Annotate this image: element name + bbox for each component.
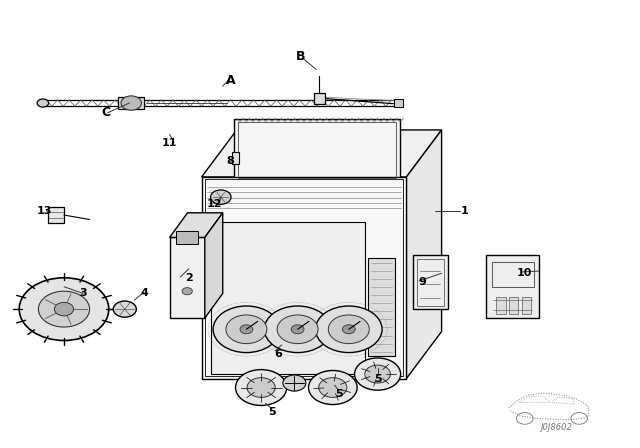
Circle shape: [342, 325, 355, 334]
Bar: [522, 297, 531, 314]
Circle shape: [240, 325, 253, 334]
Text: 11: 11: [162, 138, 177, 148]
Circle shape: [226, 315, 267, 344]
Circle shape: [319, 378, 347, 397]
Bar: [211, 222, 365, 374]
Text: A: A: [225, 74, 236, 87]
Bar: [48, 207, 64, 223]
Polygon shape: [170, 213, 223, 237]
Circle shape: [264, 306, 331, 353]
Circle shape: [38, 291, 90, 327]
Text: 9: 9: [419, 277, 426, 287]
Text: 12: 12: [207, 199, 222, 209]
Text: 13: 13: [37, 206, 52, 215]
Circle shape: [291, 325, 304, 334]
Bar: [417, 259, 444, 306]
Text: 8: 8: [227, 156, 234, 166]
Text: 3: 3: [79, 289, 87, 298]
Text: 5: 5: [335, 389, 343, 399]
Text: B: B: [296, 49, 305, 63]
Circle shape: [328, 315, 369, 344]
Circle shape: [121, 96, 141, 110]
Bar: [176, 231, 198, 244]
Bar: [314, 93, 325, 104]
Circle shape: [316, 306, 382, 353]
Bar: [238, 122, 396, 178]
Circle shape: [277, 315, 318, 344]
Polygon shape: [205, 213, 223, 318]
Text: 10: 10: [517, 268, 532, 278]
Bar: [394, 99, 403, 107]
Text: C: C: [101, 105, 110, 119]
Circle shape: [37, 99, 49, 107]
Circle shape: [54, 302, 74, 316]
Circle shape: [211, 190, 231, 204]
Bar: [509, 297, 518, 314]
Bar: [232, 152, 239, 164]
Bar: [486, 255, 539, 318]
Bar: [496, 297, 506, 314]
Text: 5: 5: [374, 374, 381, 383]
Circle shape: [365, 365, 390, 383]
Circle shape: [182, 288, 193, 295]
Text: 6: 6: [275, 349, 282, 359]
Polygon shape: [234, 119, 400, 181]
Circle shape: [247, 378, 275, 397]
Polygon shape: [202, 130, 442, 177]
Polygon shape: [170, 237, 205, 318]
Bar: [492, 262, 534, 287]
Circle shape: [19, 278, 109, 340]
Bar: [118, 97, 144, 109]
Circle shape: [113, 301, 136, 317]
Bar: [205, 179, 403, 376]
Text: 2: 2: [185, 273, 193, 283]
Polygon shape: [202, 177, 406, 379]
Polygon shape: [406, 130, 442, 379]
Text: 1: 1: [461, 206, 468, 215]
Text: 5: 5: [268, 407, 276, 417]
Bar: [413, 255, 448, 309]
Bar: [368, 258, 395, 356]
Circle shape: [213, 306, 280, 353]
Text: 4: 4: [140, 289, 148, 298]
Circle shape: [236, 370, 287, 405]
Circle shape: [355, 358, 401, 390]
Circle shape: [308, 370, 357, 405]
Circle shape: [283, 375, 306, 391]
Text: J0J8602: J0J8602: [541, 423, 573, 432]
